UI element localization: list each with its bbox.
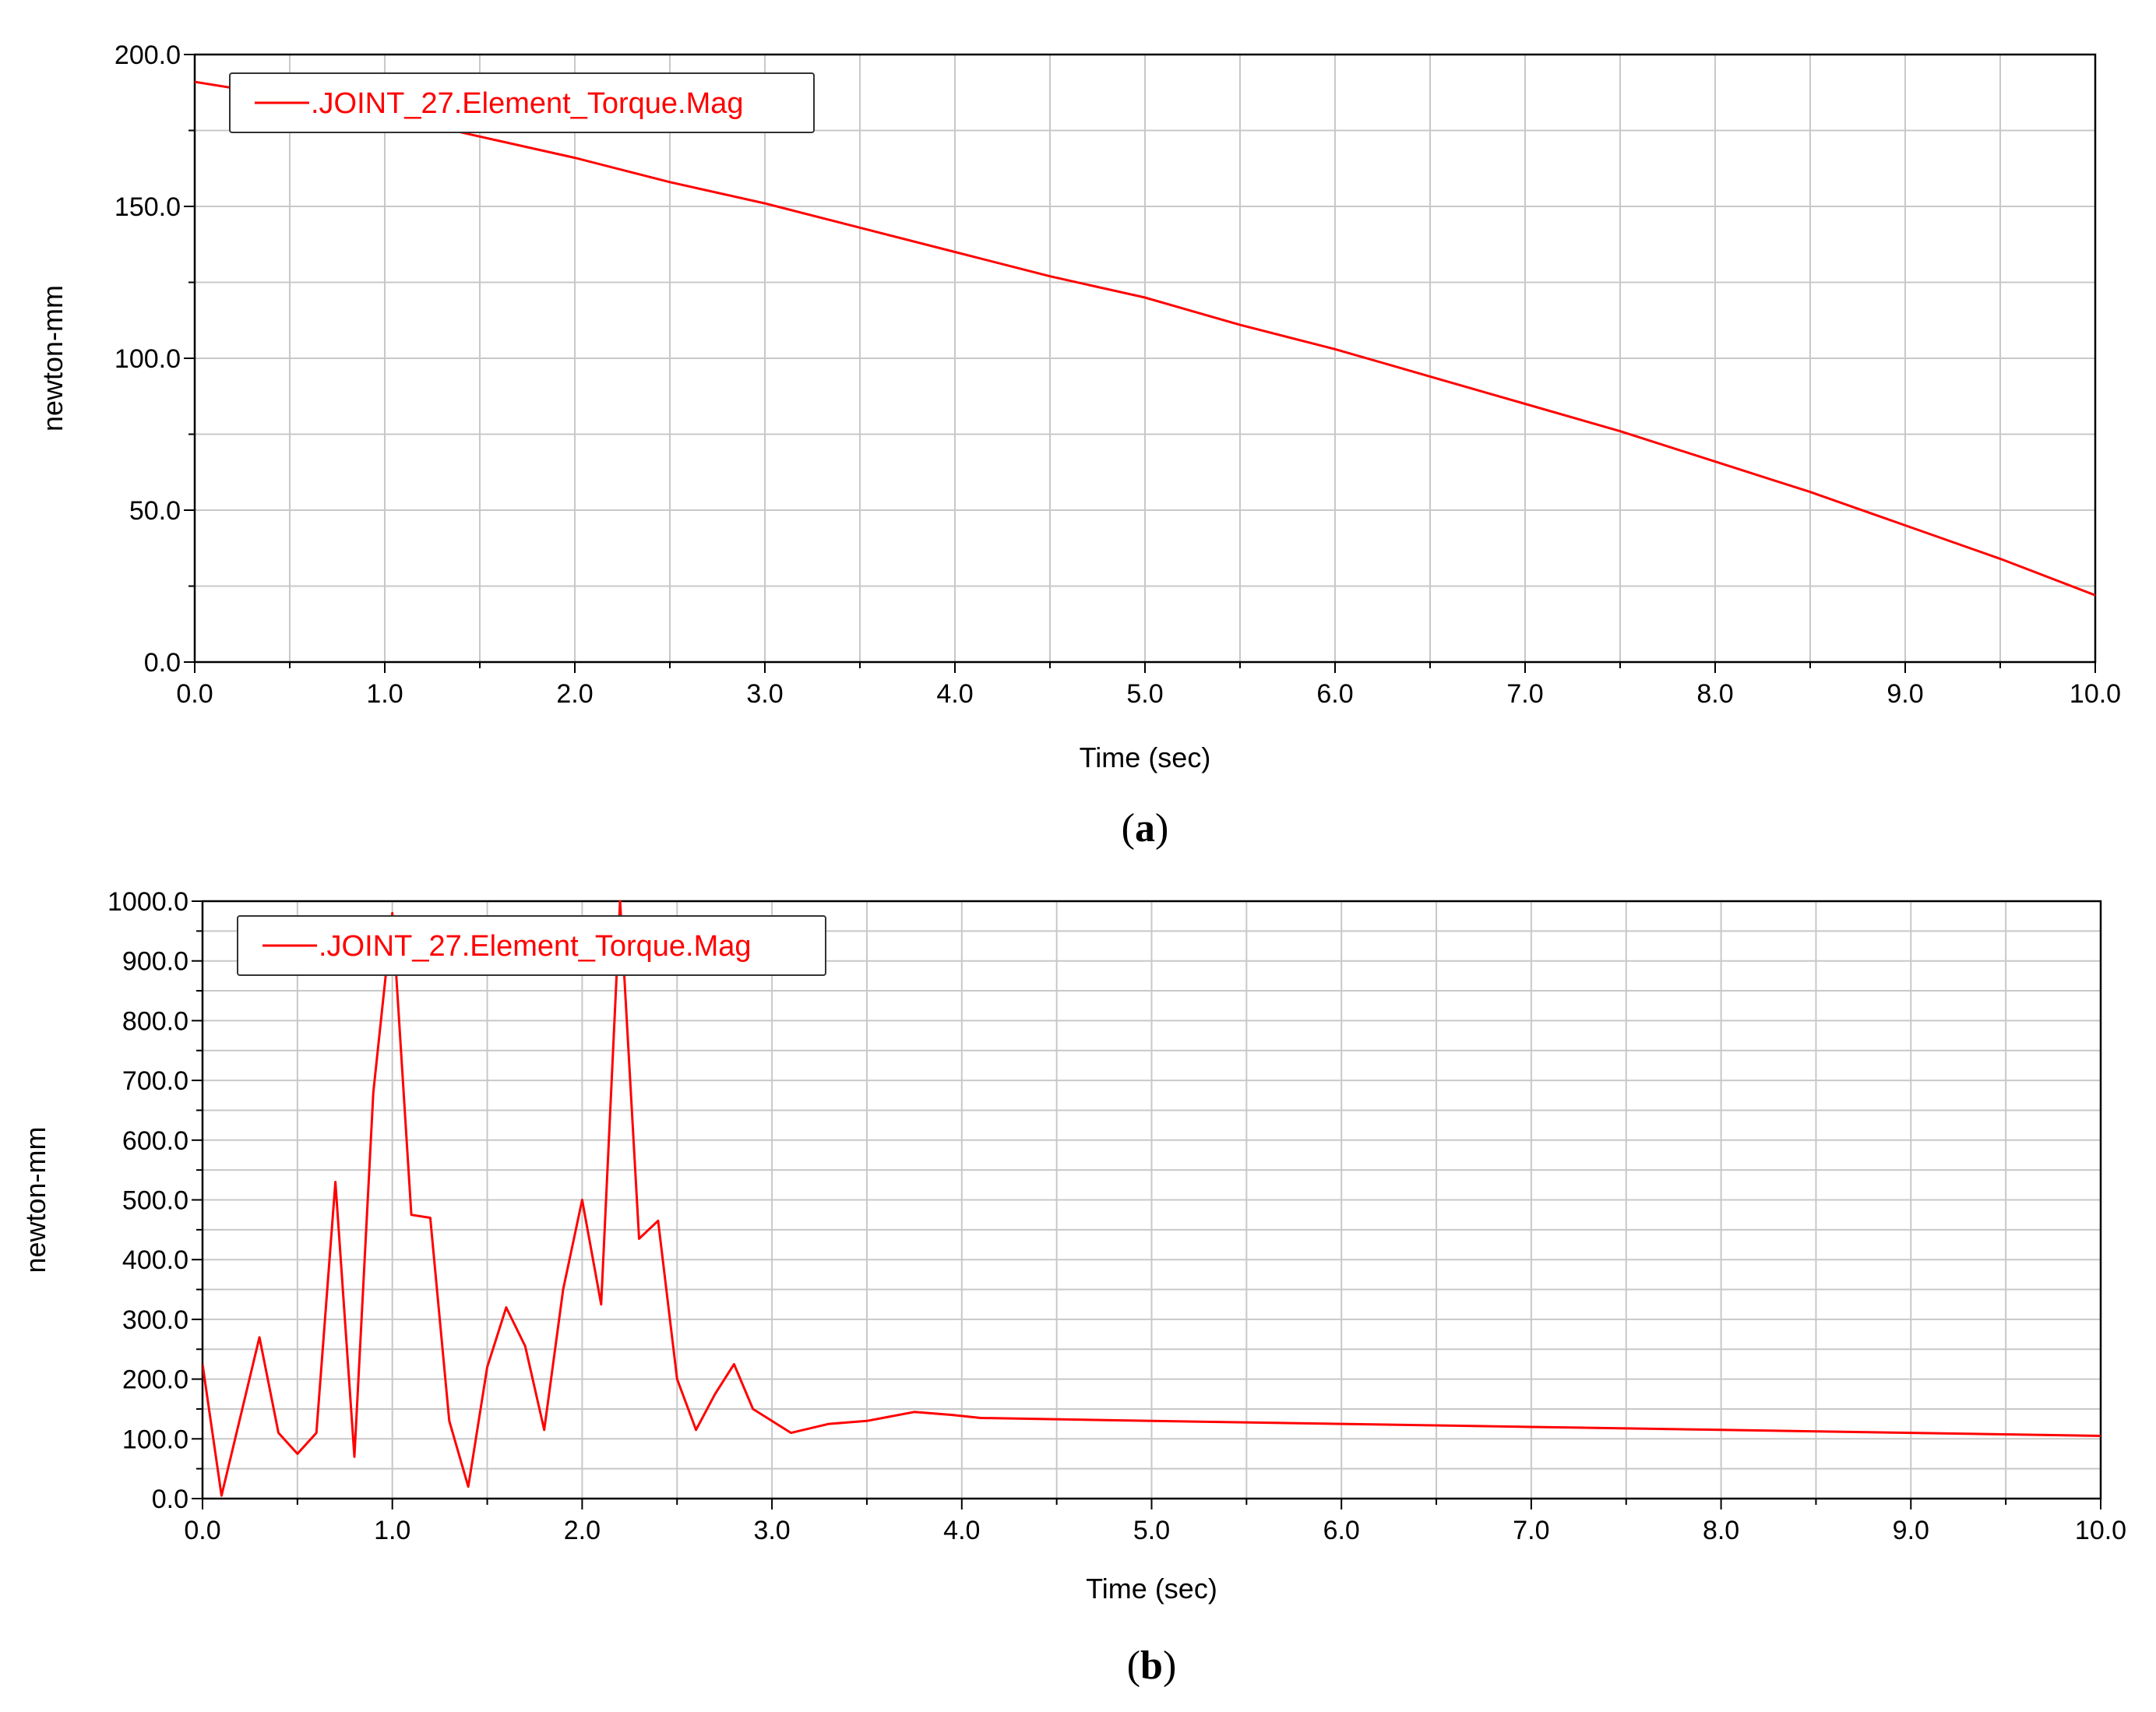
x-tick-label: 8.0 — [1696, 679, 1733, 709]
legend-box — [237, 915, 826, 976]
y-tick-label: 100.0 — [122, 1425, 188, 1454]
y-axis-title: newton-mm — [19, 1126, 51, 1273]
x-axis-title: Time (sec) — [1086, 1573, 1217, 1605]
x-tick-label: 3.0 — [753, 1516, 790, 1545]
x-tick-label: 1.0 — [374, 1516, 410, 1545]
x-tick-label: 6.0 — [1316, 679, 1353, 709]
x-tick-label: 7.0 — [1513, 1516, 1549, 1545]
series-line — [203, 900, 2101, 1497]
panel-label: (b) — [1127, 1643, 1177, 1688]
panel-label-letter: a — [1135, 806, 1155, 851]
x-tick-label: 0.0 — [184, 1516, 220, 1545]
y-tick-label: 200.0 — [114, 41, 181, 70]
y-tick-label: 500.0 — [122, 1186, 188, 1216]
y-tick-label: 900.0 — [122, 947, 188, 977]
legend: .JOINT_27.Element_Torque.Mag — [237, 915, 826, 976]
x-tick-label: 6.0 — [1323, 1516, 1360, 1545]
x-tick-label: 10.0 — [2075, 1516, 2126, 1545]
x-tick-label: 9.0 — [1893, 1516, 1929, 1545]
x-tick-label: 4.0 — [936, 679, 973, 709]
y-tick-label: 400.0 — [122, 1245, 188, 1275]
panel-label-close: ) — [1155, 806, 1168, 851]
x-tick-label: 2.0 — [556, 679, 593, 709]
y-tick-label: 200.0 — [122, 1365, 188, 1395]
series-line — [195, 80, 2095, 597]
x-tick-label: 10.0 — [2070, 679, 2121, 709]
y-tick-label: 50.0 — [129, 496, 181, 526]
y-tick-label: 0.0 — [144, 648, 181, 678]
x-tick-label: 2.0 — [564, 1516, 601, 1545]
x-tick-label: 5.0 — [1133, 1516, 1170, 1545]
panel-label-close: ) — [1163, 1643, 1176, 1688]
x-tick-label: 9.0 — [1886, 679, 1923, 709]
y-tick-label: 100.0 — [114, 344, 181, 374]
y-tick-label: 150.0 — [114, 192, 181, 222]
x-tick-label: 7.0 — [1506, 679, 1543, 709]
y-tick-label: 600.0 — [122, 1126, 188, 1156]
panel-label-open: ( — [1122, 806, 1135, 851]
y-tick-label: 700.0 — [122, 1066, 188, 1096]
y-axis-title: newton-mm — [37, 285, 69, 432]
y-tick-label: 800.0 — [122, 1006, 188, 1036]
panel-label-open: ( — [1127, 1643, 1140, 1688]
x-tick-label: 3.0 — [746, 679, 783, 709]
panel-label-letter: b — [1140, 1643, 1163, 1688]
grid — [202, 900, 2101, 1499]
legend-label: .JOINT_27.Element_Torque.Mag — [311, 87, 744, 120]
legend: .JOINT_27.Element_Torque.Mag — [229, 72, 815, 133]
legend-label: .JOINT_27.Element_Torque.Mag — [319, 930, 752, 963]
chart-b: 0.0 1.0 2.0 3.0 4.0 5.0 6.0 7.0 8.0 9.0 10.0 0.0 100… — [19, 887, 2126, 1688]
legend-box — [229, 72, 815, 133]
x-tick-label: 4.0 — [943, 1516, 980, 1545]
x-axis-title: Time (sec) — [1080, 742, 1211, 773]
grid — [194, 54, 2096, 663]
chart-a: 0.0 1.0 2.0 3.0 4.0 5.0 6.0 7.0 8.0 9.0 10.0 0.0 50.… — [37, 41, 2121, 851]
y-tick-label: 300.0 — [122, 1305, 188, 1335]
y-tick-label: 0.0 — [152, 1485, 188, 1514]
x-tick-label: 8.0 — [1703, 1516, 1739, 1545]
y-tick-label: 1000.0 — [107, 887, 188, 917]
panel-label: (a) — [1122, 806, 1169, 851]
x-tick-label: 5.0 — [1126, 679, 1163, 709]
x-tick-label: 1.0 — [366, 679, 403, 709]
x-tick-label: 0.0 — [176, 679, 213, 709]
